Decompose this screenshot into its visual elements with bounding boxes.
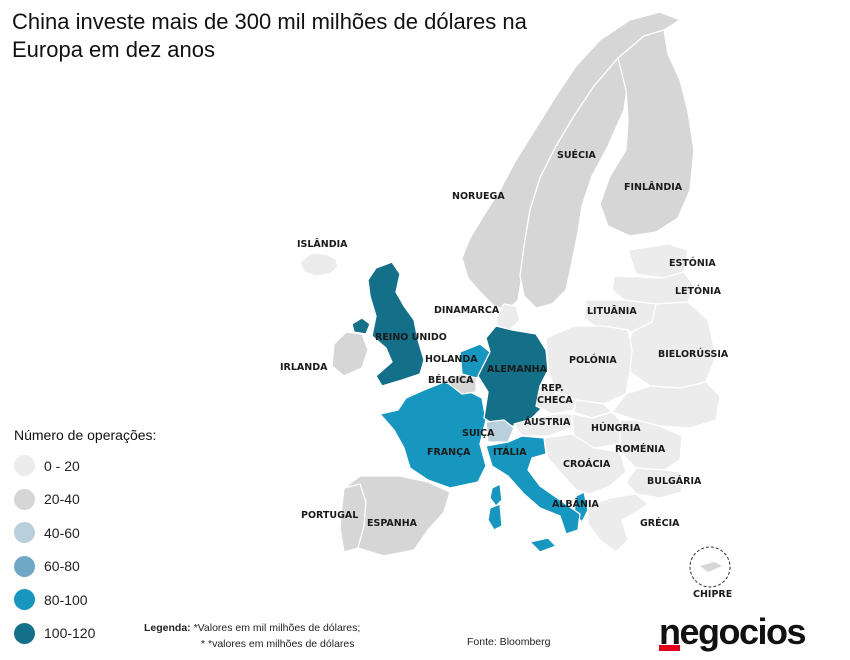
label-austria: ÁUSTRIA (524, 416, 571, 428)
map-title: China investe mais de 300 mil milhões de… (12, 9, 527, 62)
country-polonia[interactable] (545, 325, 633, 405)
country-belgica[interactable] (443, 373, 477, 395)
label-estonia: ESTÓNIA (669, 257, 716, 269)
logo-red-bar (659, 645, 680, 651)
legend-swatch (14, 555, 35, 577)
legend-item: 40-60 (14, 516, 156, 550)
label-croacia: CROÁCIA (563, 458, 611, 470)
legend-item: 100-120 (14, 617, 156, 651)
label-reino-unido: REINO UNIDO (375, 332, 447, 343)
legend-item: 20-40 (14, 483, 156, 517)
legend-label: 60-80 (44, 558, 80, 575)
notes-line-1: *Valores em mil milhões de dólares; (193, 622, 361, 634)
label-romenia: ROMÉNIA (615, 443, 666, 455)
legend-label: 20-40 (44, 491, 80, 508)
label-belgica: BÉLGICA (428, 374, 474, 386)
label-suecia: SUÉCIA (557, 149, 597, 161)
country-romenia[interactable] (619, 419, 683, 471)
logo-text: negocios (659, 611, 807, 652)
country-sardenha[interactable] (487, 503, 503, 531)
country-ucrania[interactable] (611, 381, 721, 429)
country-croacia[interactable] (543, 433, 627, 495)
country-islandia[interactable] (299, 252, 339, 277)
label-portugal: PORTUGAL (301, 510, 358, 521)
country-suecia[interactable] (519, 57, 629, 309)
label-grecia: GRÉCIA (640, 517, 680, 529)
country-irlanda[interactable] (331, 331, 369, 377)
country-italia[interactable] (485, 435, 581, 535)
label-albania: ALBÂNIA (552, 498, 599, 510)
notes-line-2: * *valores em milhões de dólares (201, 638, 355, 650)
label-dinamarca: DINAMARCA (434, 305, 500, 316)
chipre-circle (689, 546, 731, 588)
legend-item: 60-80 (14, 550, 156, 584)
label-lituania: LITUÂNIA (587, 305, 637, 317)
country-bulgaria[interactable] (625, 467, 683, 499)
notes: Legenda: *Valores em mil milhões de dóla… (144, 620, 360, 652)
label-bielorussia: BIELORÚSSIA (658, 348, 729, 360)
legend-swatch (14, 622, 35, 644)
country-irlanda-do-norte[interactable] (351, 317, 371, 335)
label-rep-checa-2: CHECA (537, 395, 573, 406)
legend-swatch (14, 488, 35, 510)
country-franca[interactable] (379, 381, 487, 489)
country-alemanha[interactable] (477, 325, 549, 427)
legend-swatch (14, 522, 35, 544)
label-italia: ITÁLIA (493, 446, 527, 458)
label-holanda: HOLANDA (425, 354, 478, 365)
negocios-logo: negocios (659, 611, 807, 653)
label-irlanda: IRLANDA (280, 362, 328, 373)
legend-swatch (14, 455, 35, 477)
legend-label: 100-120 (44, 625, 96, 642)
label-finlandia: FINLÂNDIA (624, 181, 683, 193)
label-letonia: LETÓNIA (675, 285, 722, 297)
country-suica[interactable] (485, 419, 515, 443)
country-espanha[interactable] (343, 475, 451, 557)
label-islandia: ISLÂNDIA (297, 238, 348, 250)
country-reino-unido[interactable] (367, 261, 425, 387)
label-polonia: POLÓNIA (569, 354, 617, 366)
notes-label: Legenda: (144, 622, 191, 634)
legend-label: 0 - 20 (44, 457, 80, 474)
country-grecia[interactable] (587, 493, 649, 553)
country-sicilia[interactable] (529, 537, 557, 553)
label-franca: FRANÇA (427, 447, 471, 458)
label-espanha: ESPANHA (367, 518, 418, 529)
source: Fonte: Bloomberg (467, 636, 551, 648)
legend-item: 80-100 (14, 583, 156, 617)
label-hungria: HÚNGRIA (591, 422, 641, 434)
country-finlandia[interactable] (599, 29, 695, 237)
legend: Número de operações: 0 - 20 20-40 40-60 … (14, 427, 156, 650)
label-rep-checa-1: REP. (541, 383, 564, 394)
country-chipre[interactable] (700, 562, 722, 572)
legend-label: 80-100 (44, 591, 88, 608)
label-suica: SUIÇA (462, 428, 495, 439)
label-alemanha: ALEMANHA (487, 364, 548, 375)
legend-swatch (14, 589, 35, 611)
label-bulgaria: BULGÁRIA (647, 475, 702, 487)
legend-label: 40-60 (44, 524, 80, 541)
country-corsega[interactable] (489, 483, 503, 507)
label-chipre: CHIPRE (693, 589, 732, 600)
legend-title: Número de operações: (14, 427, 157, 443)
label-noruega: NORUEGA (452, 191, 505, 202)
legend-item: 0 - 20 (14, 449, 156, 483)
